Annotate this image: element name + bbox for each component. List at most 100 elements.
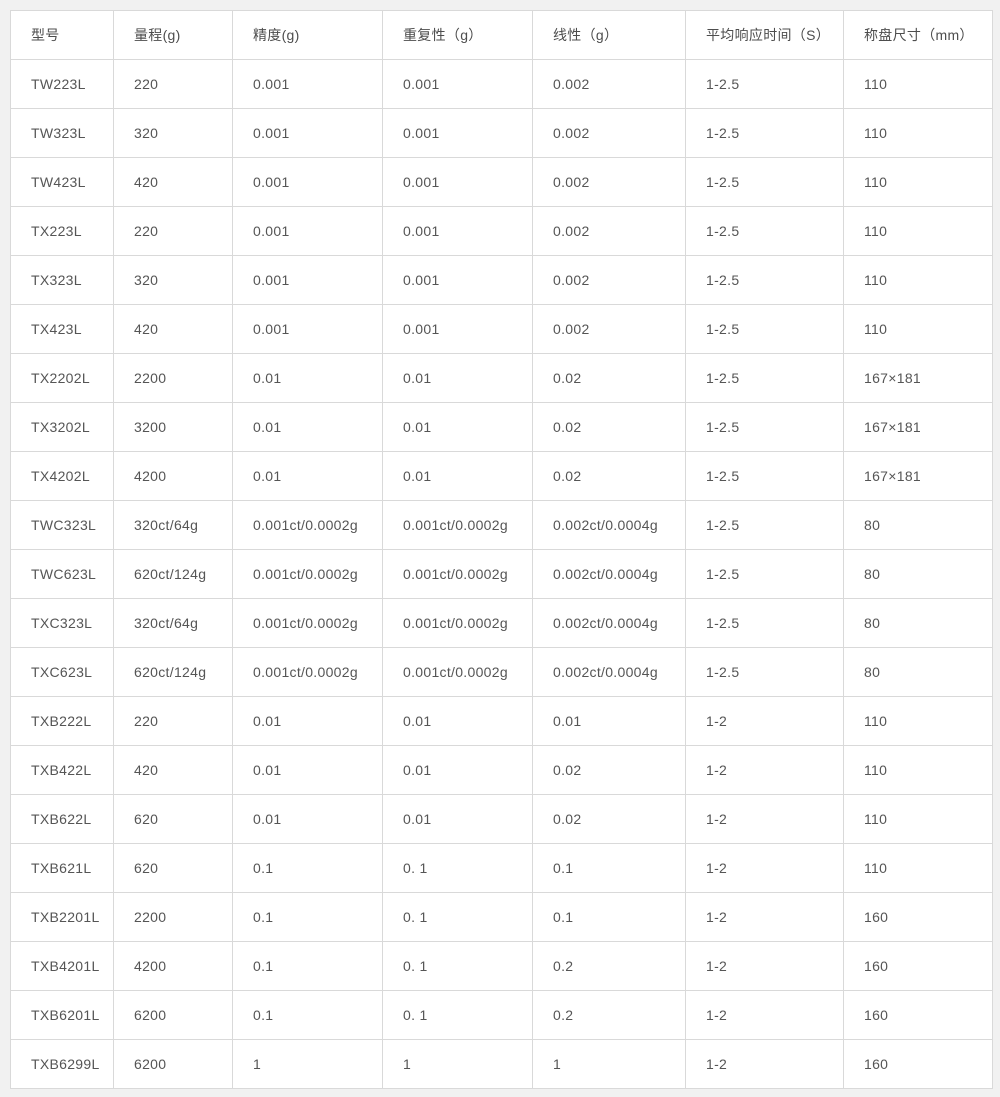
table-cell: 0.001ct/0.0002g xyxy=(232,598,383,648)
table-cell: 320ct/64g xyxy=(113,500,233,550)
table-cell: 0.001 xyxy=(232,304,383,354)
table-cell: 1-2.5 xyxy=(685,647,844,697)
table-cell: 620 xyxy=(113,843,233,893)
table-cell: 1-2.5 xyxy=(685,500,844,550)
table-cell: 1-2.5 xyxy=(685,157,844,207)
table-cell: 0.2 xyxy=(532,941,686,991)
table-cell: 0.001 xyxy=(232,206,383,256)
table-cell: 1-2.5 xyxy=(685,304,844,354)
table-cell: 167×181 xyxy=(843,402,993,452)
model-cell: TW223L xyxy=(10,59,114,109)
table-cell: 160 xyxy=(843,941,993,991)
table-row: TW423L 420 0.001 0.001 0.002 1-2.5 110 xyxy=(10,157,993,207)
table-cell: 0.1 xyxy=(232,843,383,893)
column-header: 精度(g) xyxy=(232,10,383,60)
table-cell: 0.002ct/0.0004g xyxy=(532,549,686,599)
table-cell: 160 xyxy=(843,1039,993,1089)
table-cell: 1-2.5 xyxy=(685,598,844,648)
model-cell: TX423L xyxy=(10,304,114,354)
table-cell: 620 xyxy=(113,794,233,844)
table-cell: 110 xyxy=(843,304,993,354)
table-cell: 0. 1 xyxy=(382,941,533,991)
table-cell: 0.002ct/0.0004g xyxy=(532,598,686,648)
model-cell: TX323L xyxy=(10,255,114,305)
table-cell: 1-2.5 xyxy=(685,402,844,452)
table-cell: 2200 xyxy=(113,353,233,403)
table-row: TW223L 220 0.001 0.001 0.002 1-2.5 110 xyxy=(10,59,993,109)
table-cell: 0.001 xyxy=(232,59,383,109)
table-cell: 0.002 xyxy=(532,157,686,207)
table-row: TX2202L 2200 0.01 0.01 0.02 1-2.5 167×181 xyxy=(10,353,993,403)
table-cell: 110 xyxy=(843,108,993,158)
table-cell: 0.001ct/0.0002g xyxy=(382,647,533,697)
table-cell: 1-2 xyxy=(685,892,844,942)
product-spec-table: 型号 量程(g) 精度(g) 重复性（g） 线性（g） 平均响应时间（S） 称盘尺寸（mm）… xyxy=(10,10,993,1089)
model-cell: TW323L xyxy=(10,108,114,158)
table-cell: 220 xyxy=(113,59,233,109)
table-cell: 0.001 xyxy=(382,59,533,109)
table-cell: 80 xyxy=(843,598,993,648)
table-cell: 110 xyxy=(843,843,993,893)
table-cell: 0. 1 xyxy=(382,843,533,893)
table-cell: 420 xyxy=(113,157,233,207)
table-row: TX3202L 3200 0.01 0.01 0.02 1-2.5 167×181 xyxy=(10,402,993,452)
table-cell: 0.002 xyxy=(532,304,686,354)
table-cell: 6200 xyxy=(113,990,233,1040)
column-header: 重复性（g） xyxy=(382,10,533,60)
table-row: TWC323L 320ct/64g 0.001ct/0.0002g 0.001ct/0… xyxy=(10,500,993,550)
model-cell: TWC323L xyxy=(10,500,114,550)
table-cell: 0.01 xyxy=(382,451,533,501)
model-cell: TX2202L xyxy=(10,353,114,403)
column-header: 量程(g) xyxy=(113,10,233,60)
model-cell: TWC623L xyxy=(10,549,114,599)
table-cell: 0.1 xyxy=(232,941,383,991)
table-cell: 0.02 xyxy=(532,353,686,403)
table-cell: 1-2 xyxy=(685,990,844,1040)
table-cell: 0.002 xyxy=(532,206,686,256)
table-cell: 0.001ct/0.0002g xyxy=(382,500,533,550)
column-header: 线性（g） xyxy=(532,10,686,60)
table-cell: 0.1 xyxy=(532,892,686,942)
table-cell: 1-2.5 xyxy=(685,451,844,501)
table-header: 型号 量程(g) 精度(g) 重复性（g） 线性（g） 平均响应时间（S） 称盘尺寸（mm） xyxy=(10,10,993,60)
table-cell: 0.01 xyxy=(232,402,383,452)
table-cell: 620ct/124g xyxy=(113,647,233,697)
model-cell: TXB6299L xyxy=(10,1039,114,1089)
table-row: TXC323L 320ct/64g 0.001ct/0.0002g 0.001ct/0… xyxy=(10,598,993,648)
table-cell: 0.01 xyxy=(532,696,686,746)
table-row: TWC623L 620ct/124g 0.001ct/0.0002g 0.001ct/… xyxy=(10,549,993,599)
table-cell: 80 xyxy=(843,647,993,697)
model-cell: TX4202L xyxy=(10,451,114,501)
table-row: TX4202L 4200 0.01 0.01 0.02 1-2.5 167×181 xyxy=(10,451,993,501)
model-cell: TX3202L xyxy=(10,402,114,452)
table-cell: 110 xyxy=(843,157,993,207)
table-cell: 0.02 xyxy=(532,794,686,844)
table-cell: 110 xyxy=(843,255,993,305)
table-cell: 0.002 xyxy=(532,59,686,109)
column-header: 平均响应时间（S） xyxy=(685,10,844,60)
table-cell: 110 xyxy=(843,794,993,844)
table-cell: 0.001 xyxy=(232,108,383,158)
table-cell: 160 xyxy=(843,990,993,1040)
table-row: TXB422L 420 0.01 0.01 0.02 1-2 110 xyxy=(10,745,993,795)
table-cell: 1-2.5 xyxy=(685,549,844,599)
table-cell: 0.002ct/0.0004g xyxy=(532,647,686,697)
model-cell: TXB621L xyxy=(10,843,114,893)
table-row: TX223L 220 0.001 0.001 0.002 1-2.5 110 xyxy=(10,206,993,256)
table-cell: 0.01 xyxy=(232,451,383,501)
table-cell: 0.001 xyxy=(382,255,533,305)
table-cell: 1-2 xyxy=(685,843,844,893)
table-cell: 0.01 xyxy=(382,353,533,403)
table-cell: 0.002 xyxy=(532,255,686,305)
table-cell: 0.1 xyxy=(532,843,686,893)
table-cell: 167×181 xyxy=(843,353,993,403)
model-cell: TX223L xyxy=(10,206,114,256)
table-cell: 4200 xyxy=(113,941,233,991)
column-header: 称盘尺寸（mm） xyxy=(843,10,993,60)
table-cell: 0.02 xyxy=(532,745,686,795)
table-row: TX423L 420 0.001 0.001 0.002 1-2.5 110 xyxy=(10,304,993,354)
table-cell: 220 xyxy=(113,206,233,256)
table-cell: 420 xyxy=(113,304,233,354)
table-row: TXB621L 620 0.1 0. 1 0.1 1-2 110 xyxy=(10,843,993,893)
table-cell: 2200 xyxy=(113,892,233,942)
